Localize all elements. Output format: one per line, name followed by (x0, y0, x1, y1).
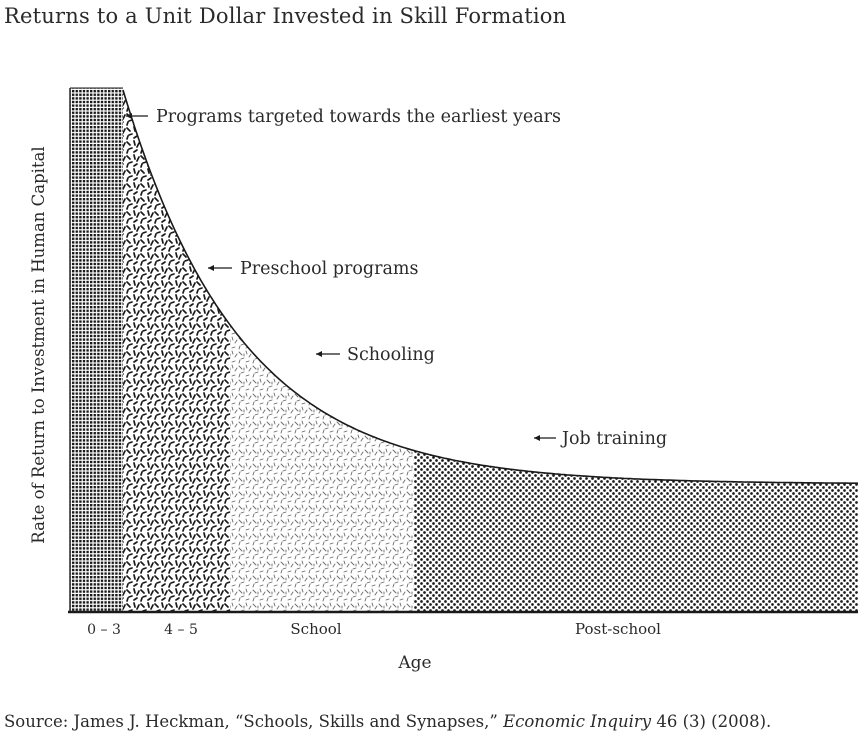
tick-label-0-3: 0 – 3 (87, 622, 121, 638)
source-prefix: Source: James J. Heckman, “Schools, Skil… (4, 712, 504, 731)
x-axis-label: Age (397, 653, 431, 673)
annotation-arrowhead-job (534, 435, 540, 441)
tick-label-4-5: 4 – 5 (164, 622, 198, 638)
y-axis-label: Rate of Return to Investment in Human Ca… (29, 146, 48, 543)
source-citation: Source: James J. Heckman, “Schools, Skil… (4, 712, 771, 731)
tick-label-post-school: Post-school (575, 620, 661, 638)
source-suffix: 46 (3) (2008). (651, 712, 772, 731)
figure-title: Returns to a Unit Dollar Invested in Ski… (4, 4, 567, 28)
annotation-earliest: Programs targeted towards the earliest y… (156, 107, 561, 127)
annotation-schooling: Schooling (347, 345, 435, 365)
annotation-job-training: Job training (560, 429, 667, 449)
annotation-preschool: Preschool programs (240, 259, 418, 279)
chart: Programs targeted towards the earliest y… (29, 87, 858, 673)
region-post-school-bar (414, 88, 858, 612)
region-4-5-bar (123, 88, 230, 612)
tick-label-school: School (290, 620, 341, 638)
annotation-arrowhead-schooling (316, 351, 322, 357)
source-journal: Economic Inquiry (503, 712, 652, 731)
region-0-3-bar (70, 88, 123, 612)
return-curve (122, 89, 858, 484)
annotation-arrowhead-preschool (208, 265, 214, 271)
annotation-arrowhead-earliest (126, 113, 132, 119)
